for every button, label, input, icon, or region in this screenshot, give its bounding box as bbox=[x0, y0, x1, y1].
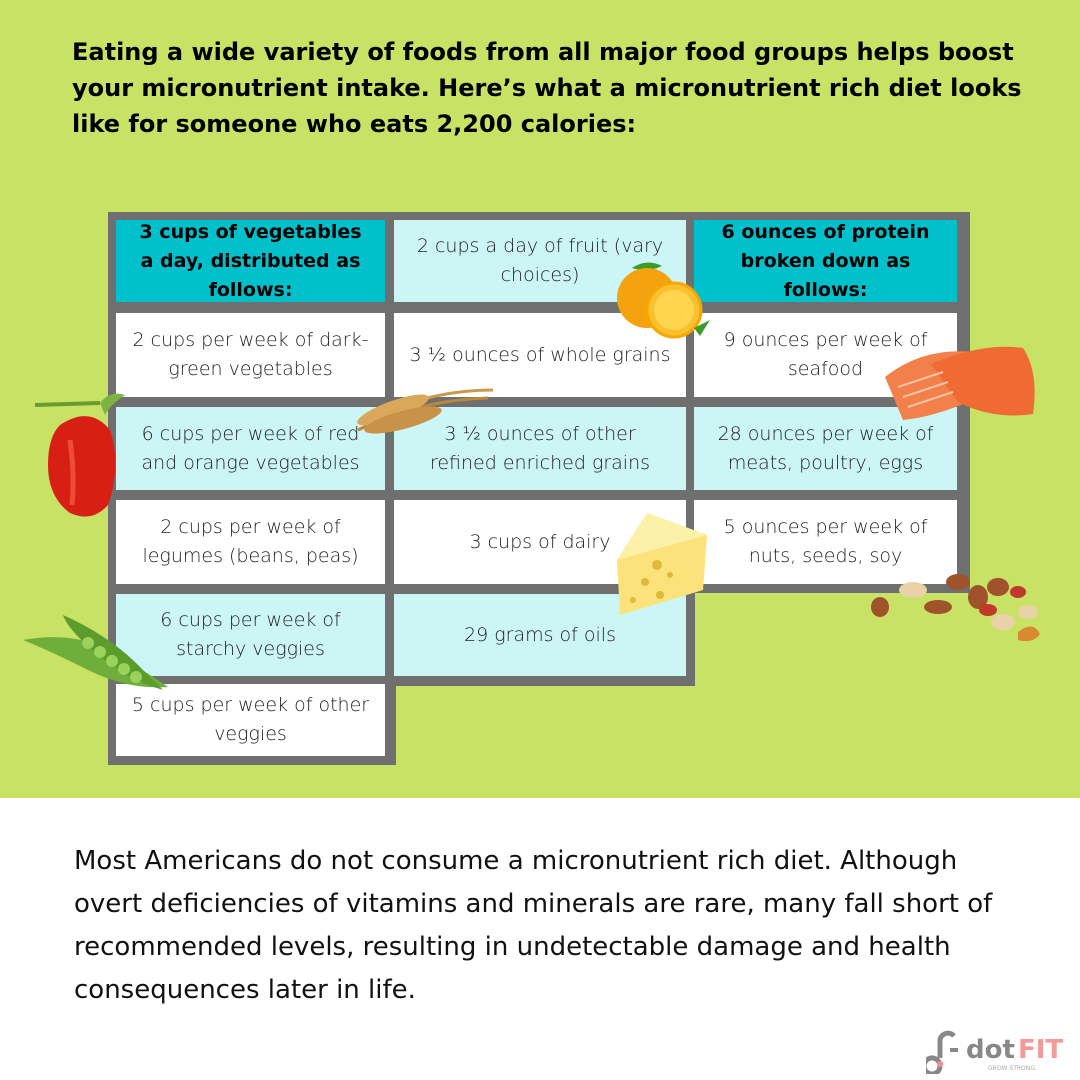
cheese-icon bbox=[617, 513, 707, 615]
table-header-cell: 6 ounces of protein broken down as follo… bbox=[694, 220, 957, 302]
wheat-icon bbox=[357, 388, 494, 434]
table-cell: 3 ½ ounces of other refined enriched gra… bbox=[394, 407, 686, 490]
svg-text:dot: dot bbox=[966, 1035, 1015, 1065]
orange-icon bbox=[617, 262, 710, 339]
bell-pepper-icon bbox=[34, 393, 125, 517]
intro-heading: Eating a wide variety of foods from all … bbox=[72, 38, 1022, 138]
dotfit-logo: dot FIT GROW STRONG. bbox=[926, 1030, 1063, 1074]
salmon-icon bbox=[885, 346, 1035, 420]
table-cell: 28 ounces per week of meats, poultry, eg… bbox=[694, 407, 957, 490]
table-cell: 2 cups per week of legumes (beans, peas) bbox=[116, 500, 385, 584]
svg-text:FIT: FIT bbox=[1018, 1035, 1063, 1065]
table-cell: 5 cups per week of other veggies bbox=[116, 684, 385, 756]
body-paragraph: Most Americans do not consume a micronut… bbox=[74, 846, 993, 1005]
peas-icon bbox=[23, 615, 168, 690]
table-cell: 6 cups per week of red and orange vegeta… bbox=[116, 407, 385, 490]
table-header-cell: 3 cups of vegetables a day, distributed … bbox=[116, 220, 385, 302]
table-cell: 3 ½ ounces of whole grains bbox=[394, 313, 686, 397]
table-cell: 6 cups per week of starchy veggies bbox=[116, 594, 385, 676]
table-cell: 2 cups per week of dark-green vegetables bbox=[116, 313, 385, 397]
table-cell: 5 ounces per week of nuts, seeds, soy bbox=[694, 500, 957, 584]
table-cell: 29 grams of oils bbox=[394, 594, 686, 676]
nuts-icon bbox=[871, 574, 1040, 642]
svg-text:GROW STRONG.: GROW STRONG. bbox=[988, 1065, 1037, 1072]
